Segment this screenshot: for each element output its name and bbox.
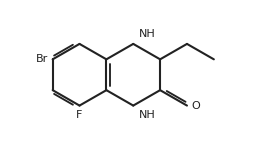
Text: O: O	[191, 101, 200, 111]
Text: Br: Br	[36, 54, 49, 64]
Text: NH: NH	[139, 110, 156, 120]
Text: F: F	[76, 110, 83, 120]
Text: NH: NH	[139, 29, 156, 39]
